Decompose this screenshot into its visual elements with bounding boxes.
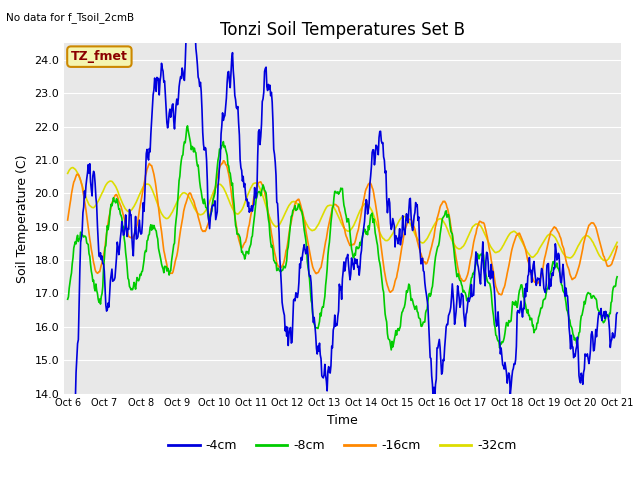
-16cm bbox=[208, 204, 216, 210]
-32cm bbox=[442, 224, 450, 229]
-32cm bbox=[69, 165, 77, 170]
-32cm bbox=[602, 258, 609, 264]
-32cm bbox=[335, 214, 342, 220]
Line: -16cm: -16cm bbox=[68, 161, 617, 295]
-16cm bbox=[497, 292, 505, 298]
-8cm bbox=[389, 344, 397, 350]
-16cm bbox=[613, 243, 621, 249]
-8cm bbox=[64, 296, 72, 302]
-4cm bbox=[64, 429, 72, 435]
-32cm bbox=[209, 191, 216, 196]
-4cm bbox=[188, 5, 196, 11]
-32cm bbox=[613, 240, 621, 245]
Text: No data for f_Tsoil_2cmB: No data for f_Tsoil_2cmB bbox=[6, 12, 134, 23]
-16cm bbox=[335, 204, 342, 210]
Line: -8cm: -8cm bbox=[68, 126, 617, 350]
Line: -32cm: -32cm bbox=[68, 168, 617, 261]
Title: Tonzi Soil Temperatures Set B: Tonzi Soil Temperatures Set B bbox=[220, 21, 465, 39]
-4cm bbox=[66, 451, 74, 456]
-4cm bbox=[389, 216, 397, 221]
-32cm bbox=[564, 254, 572, 260]
Legend: -4cm, -8cm, -16cm, -32cm: -4cm, -8cm, -16cm, -32cm bbox=[163, 434, 522, 457]
-32cm bbox=[185, 194, 193, 200]
Y-axis label: Soil Temperature (C): Soil Temperature (C) bbox=[16, 154, 29, 283]
-16cm bbox=[64, 217, 72, 223]
-8cm bbox=[613, 274, 621, 280]
Text: TZ_fmet: TZ_fmet bbox=[71, 50, 128, 63]
-8cm bbox=[335, 192, 342, 197]
-4cm bbox=[564, 305, 572, 311]
-16cm bbox=[564, 265, 572, 271]
-4cm bbox=[335, 281, 343, 287]
Line: -4cm: -4cm bbox=[68, 8, 617, 454]
X-axis label: Time: Time bbox=[327, 414, 358, 427]
-16cm bbox=[388, 288, 396, 294]
-8cm bbox=[443, 215, 451, 220]
-8cm bbox=[209, 199, 216, 205]
-4cm bbox=[209, 203, 217, 208]
-4cm bbox=[613, 310, 621, 316]
-8cm bbox=[185, 132, 193, 138]
-4cm bbox=[185, 10, 193, 15]
-32cm bbox=[388, 232, 396, 238]
-16cm bbox=[442, 201, 450, 207]
-8cm bbox=[184, 123, 191, 129]
-8cm bbox=[564, 312, 572, 317]
-8cm bbox=[387, 347, 395, 353]
-32cm bbox=[64, 170, 72, 176]
-16cm bbox=[220, 158, 227, 164]
-16cm bbox=[184, 193, 192, 199]
-4cm bbox=[443, 321, 451, 327]
